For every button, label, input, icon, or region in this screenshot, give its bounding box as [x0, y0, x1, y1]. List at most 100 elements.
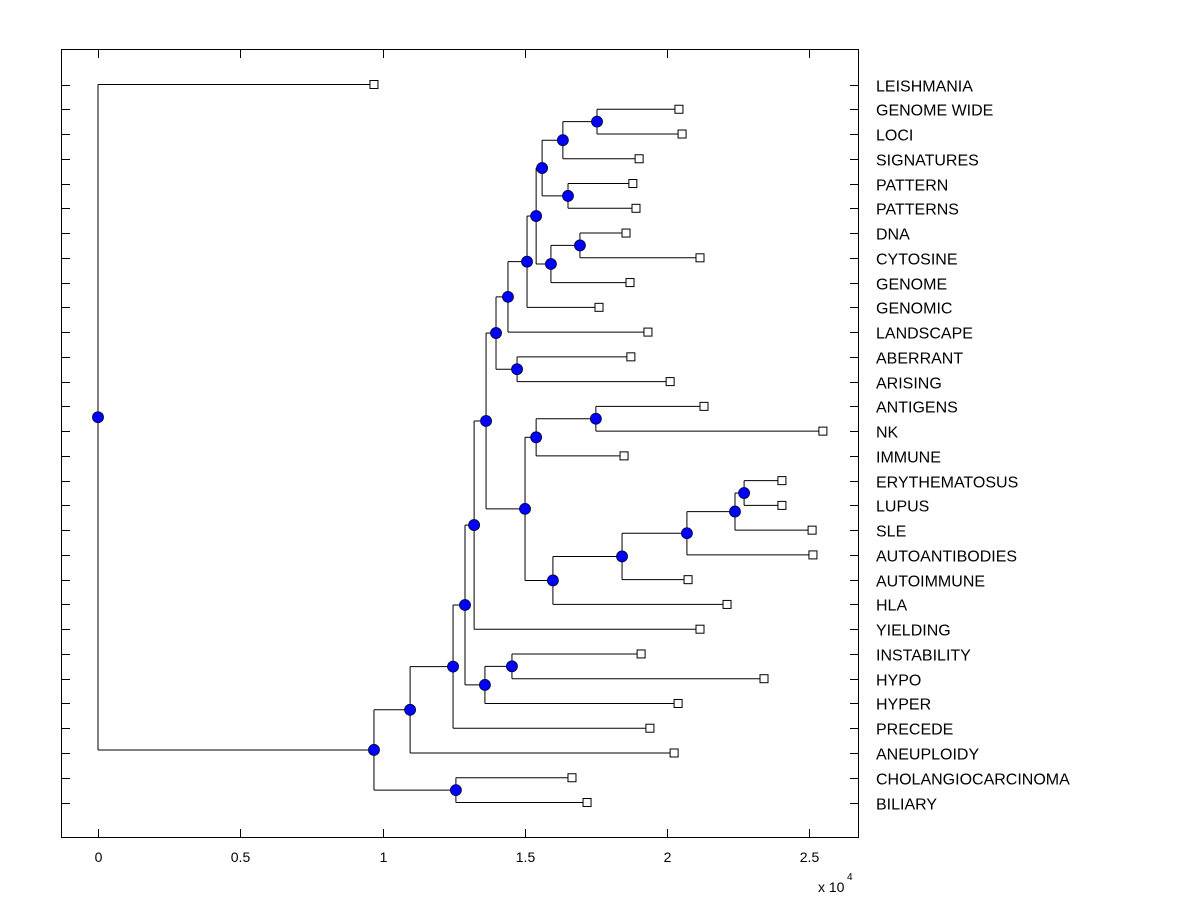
cluster-node-marker: [738, 487, 750, 499]
dendrogram-links: [97, 84, 823, 803]
x-tick-label: 2.5: [800, 849, 820, 865]
cluster-node-marker: [591, 115, 603, 128]
leaf-label: HLA: [876, 598, 907, 615]
leaf-label: LANDSCAPE: [876, 326, 973, 343]
leaf-marker: [777, 476, 787, 486]
leaf-marker: [669, 748, 679, 758]
cluster-node-marker: [459, 599, 471, 611]
cluster-node-marker: [556, 134, 569, 147]
leaf-label: GENOME WIDE: [876, 103, 993, 120]
cluster-node-marker: [589, 412, 602, 425]
cluster-node-marker: [530, 431, 543, 444]
leaf-label: CYTOSINE: [876, 252, 958, 269]
cluster-node-marker: [616, 550, 628, 563]
leaf-label: ERYTHEMATOSUS: [876, 475, 1018, 492]
cluster-node-marker: [536, 162, 549, 174]
leaf-marker: [636, 649, 646, 659]
leaf-label: ABERRANT: [876, 351, 963, 368]
leaf-label: NK: [876, 425, 899, 442]
leaf-label: DNA: [876, 227, 910, 244]
cluster-node-marker: [545, 258, 557, 270]
cluster-node-marker: [479, 678, 491, 691]
leaf-marker: [625, 278, 635, 288]
leaf-label: SIGNATURES: [876, 153, 979, 170]
cluster-node-marker: [729, 505, 741, 518]
x-tick-label: 1.5: [516, 849, 536, 865]
x-tick-label: 0: [95, 849, 103, 865]
cluster-node-marker: [506, 660, 518, 673]
leaf-marker: [594, 302, 604, 312]
leaf-label: YIELDING: [876, 623, 951, 640]
cluster-node-marker: [530, 210, 543, 222]
cluster-node-marker: [480, 415, 492, 427]
leaf-marker: [759, 674, 769, 684]
leaf-label: PATTERNS: [876, 202, 959, 219]
leaf-marker: [582, 798, 592, 807]
leaf-marker: [699, 401, 709, 411]
leaf-label: GENOME: [876, 277, 947, 294]
leaf-marker: [818, 426, 828, 436]
leaf-marker: [628, 179, 638, 189]
leaf-label: LOCI: [876, 128, 913, 145]
leaf-label: BILIARY: [876, 797, 937, 814]
leaf-marker: [631, 203, 641, 213]
cluster-node-marker: [521, 255, 533, 268]
leaf-label: GENOMIC: [876, 301, 952, 318]
leaf-label: PATTERN: [876, 178, 948, 195]
cluster-node-marker: [468, 519, 481, 531]
cluster-node-marker: [574, 239, 586, 252]
cluster-node-marker: [368, 744, 380, 756]
leaf-marker: [673, 698, 683, 708]
leaf-label: HYPO: [876, 673, 921, 690]
cluster-node-marker: [511, 363, 523, 376]
leaf-label: AUTOIMMUNE: [876, 574, 985, 591]
cluster-node-marker: [447, 660, 459, 673]
leaf-marker: [777, 500, 787, 510]
x-tick-label: 1: [380, 849, 388, 865]
cluster-node-marker: [562, 190, 574, 202]
leaf-label: IMMUNE: [876, 450, 941, 467]
leaf-marker: [567, 773, 577, 783]
leaf-label: LUPUS: [876, 499, 929, 516]
leaf-label: CHOLANGIOCARCINOMA: [876, 772, 1070, 789]
plot-frame: [61, 49, 859, 838]
leaf-marker: [621, 228, 631, 238]
leaf-marker: [634, 154, 644, 164]
dendrogram-nodes: [92, 80, 828, 807]
leaf-marker: [695, 253, 705, 263]
leaf-marker: [808, 550, 818, 560]
leaf-label: ANTIGENS: [876, 400, 958, 417]
x-multiplier-label: x 10: [818, 879, 845, 895]
leaf-label: AUTOANTIBODIES: [876, 549, 1017, 566]
leaf-marker: [722, 599, 732, 609]
leaf-marker: [677, 129, 687, 139]
cluster-node-marker: [404, 703, 416, 716]
leaf-marker: [369, 80, 379, 89]
leaf-marker: [626, 352, 636, 362]
cluster-node-marker: [547, 574, 559, 587]
leaf-marker: [645, 723, 655, 733]
cluster-node-marker: [92, 411, 104, 424]
cluster-node-marker: [681, 527, 693, 540]
cluster-node-marker: [502, 290, 514, 303]
cluster-node-marker: [450, 784, 462, 797]
x-multiplier-exponent: 4: [847, 872, 853, 883]
leaf-marker: [619, 451, 629, 461]
x-tick-label: 0.5: [231, 849, 251, 865]
leaf-marker: [807, 525, 817, 535]
leaf-labels: LEISHMANIA GENOME WIDE LOCI SIGNATURES PATTE…: [876, 79, 1070, 814]
leaf-marker: [665, 377, 675, 387]
leaf-marker: [643, 327, 653, 337]
leaf-label: HYPER: [876, 697, 931, 714]
leaf-label: ANEUPLOIDY: [876, 747, 979, 764]
leaf-marker: [683, 575, 693, 585]
leaf-label: PRECEDE: [876, 722, 953, 739]
cluster-node-marker: [490, 327, 502, 339]
axis-ticks: 0 0.5 1 1.5 2 2.5: [62, 50, 858, 865]
leaf-marker: [695, 624, 705, 634]
leaf-label: ARISING: [876, 376, 942, 393]
leaf-label: LEISHMANIA: [876, 79, 973, 96]
cluster-node-marker: [519, 502, 531, 515]
x-tick-label: 2: [664, 849, 672, 865]
